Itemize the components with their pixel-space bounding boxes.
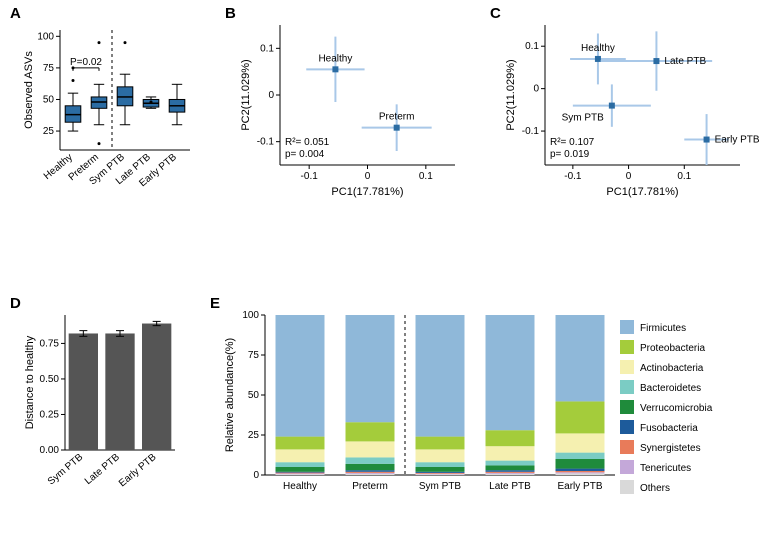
svg-text:Healthy: Healthy (581, 43, 615, 54)
panel-e-legend: Firmicutes Proteobacteria Actinobacteria Ba… (620, 310, 750, 510)
svg-text:75: 75 (43, 63, 55, 74)
svg-text:p= 0.004: p= 0.004 (285, 149, 325, 160)
svg-text:Late PTB: Late PTB (664, 56, 706, 67)
svg-text:-0.1: -0.1 (522, 126, 540, 137)
svg-text:Early PTB: Early PTB (557, 481, 602, 492)
svg-text:0: 0 (253, 470, 259, 481)
svg-text:0.25: 0.25 (40, 409, 60, 420)
svg-text:0.75: 0.75 (40, 338, 60, 349)
svg-text:Sym PTB: Sym PTB (46, 452, 86, 488)
svg-text:Sym PTB: Sym PTB (562, 113, 605, 124)
svg-text:p= 0.019: p= 0.019 (550, 149, 590, 160)
svg-text:Early PTB: Early PTB (715, 135, 760, 146)
svg-text:R²= 0.107: R²= 0.107 (550, 137, 595, 148)
svg-text:Distance to healthy: Distance to healthy (24, 335, 36, 429)
svg-text:Preterm: Preterm (379, 112, 415, 123)
svg-text:Relative abundance(%): Relative abundance(%) (224, 338, 236, 452)
svg-text:25: 25 (248, 430, 260, 441)
panel-b-chart: -0.1 0 0.1 -0.1 0 0.1 PC1(17.781%) PC2(11.029%)… (235, 15, 465, 200)
svg-text:R²= 0.051: R²= 0.051 (285, 137, 330, 148)
svg-text:-0.1: -0.1 (301, 171, 319, 182)
svg-text:100: 100 (242, 310, 259, 321)
panel-e-label: E (210, 295, 220, 312)
svg-text:75: 75 (248, 350, 260, 361)
svg-text:0.1: 0.1 (525, 41, 539, 52)
svg-text:Healthy: Healthy (318, 53, 352, 64)
panel-a-chart: 255075100Observed ASVsHealthyPretermSym … (20, 15, 195, 200)
svg-text:Healthy: Healthy (283, 481, 317, 492)
svg-text:0.1: 0.1 (260, 43, 274, 54)
svg-text:Sym PTB: Sym PTB (419, 481, 462, 492)
svg-text:Late PTB: Late PTB (489, 481, 531, 492)
svg-text:-0.1: -0.1 (564, 171, 582, 182)
svg-text:PC2(11.029%): PC2(11.029%) (240, 59, 252, 130)
svg-text:PC1(17.781%): PC1(17.781%) (606, 186, 678, 198)
svg-text:50: 50 (43, 94, 55, 105)
svg-text:0: 0 (365, 171, 371, 182)
svg-text:50: 50 (248, 390, 260, 401)
svg-text:0.1: 0.1 (677, 171, 691, 182)
panel-c-chart: -0.1 0 0.1 -0.1 0 0.1 PC1(17.781%) PC2(11.029%)… (500, 15, 750, 200)
svg-text:Firmicutes: Firmicutes (640, 323, 686, 334)
svg-text:Others: Others (640, 483, 670, 494)
svg-text:Actinobacteria: Actinobacteria (640, 363, 704, 374)
svg-text:Tenericutes: Tenericutes (640, 463, 691, 474)
svg-text:Observed ASVs: Observed ASVs (23, 51, 35, 129)
svg-text:PC2(11.029%): PC2(11.029%) (505, 59, 517, 130)
svg-text:Synergistetes: Synergistetes (640, 443, 701, 454)
svg-text:0.50: 0.50 (40, 374, 60, 385)
svg-text:0.1: 0.1 (419, 171, 433, 182)
svg-text:Fusobacteria: Fusobacteria (640, 423, 698, 434)
panel-e-chart: 0 25 50 75 100 Relative abundance(%) Healthy Pr… (220, 305, 620, 505)
svg-text:0: 0 (626, 171, 632, 182)
svg-text:0: 0 (533, 84, 539, 95)
svg-text:P=0.02: P=0.02 (70, 57, 102, 68)
svg-text:0: 0 (268, 90, 274, 101)
svg-text:0.00: 0.00 (40, 445, 60, 456)
svg-text:Proteobacteria: Proteobacteria (640, 343, 705, 354)
svg-text:25: 25 (43, 126, 55, 137)
svg-text:Early PTB: Early PTB (117, 452, 159, 490)
svg-text:Bacteroidetes: Bacteroidetes (640, 383, 701, 394)
panel-d-chart: 0.00 0.25 0.50 0.75 Distance to healthy Sym P… (20, 305, 180, 505)
svg-text:Preterm: Preterm (352, 481, 388, 492)
svg-text:Verrucomicrobia: Verrucomicrobia (640, 403, 713, 414)
svg-text:-0.1: -0.1 (257, 137, 275, 148)
svg-text:Late PTB: Late PTB (83, 452, 122, 487)
svg-text:100: 100 (37, 31, 54, 42)
svg-text:PC1(17.781%): PC1(17.781%) (331, 186, 403, 198)
